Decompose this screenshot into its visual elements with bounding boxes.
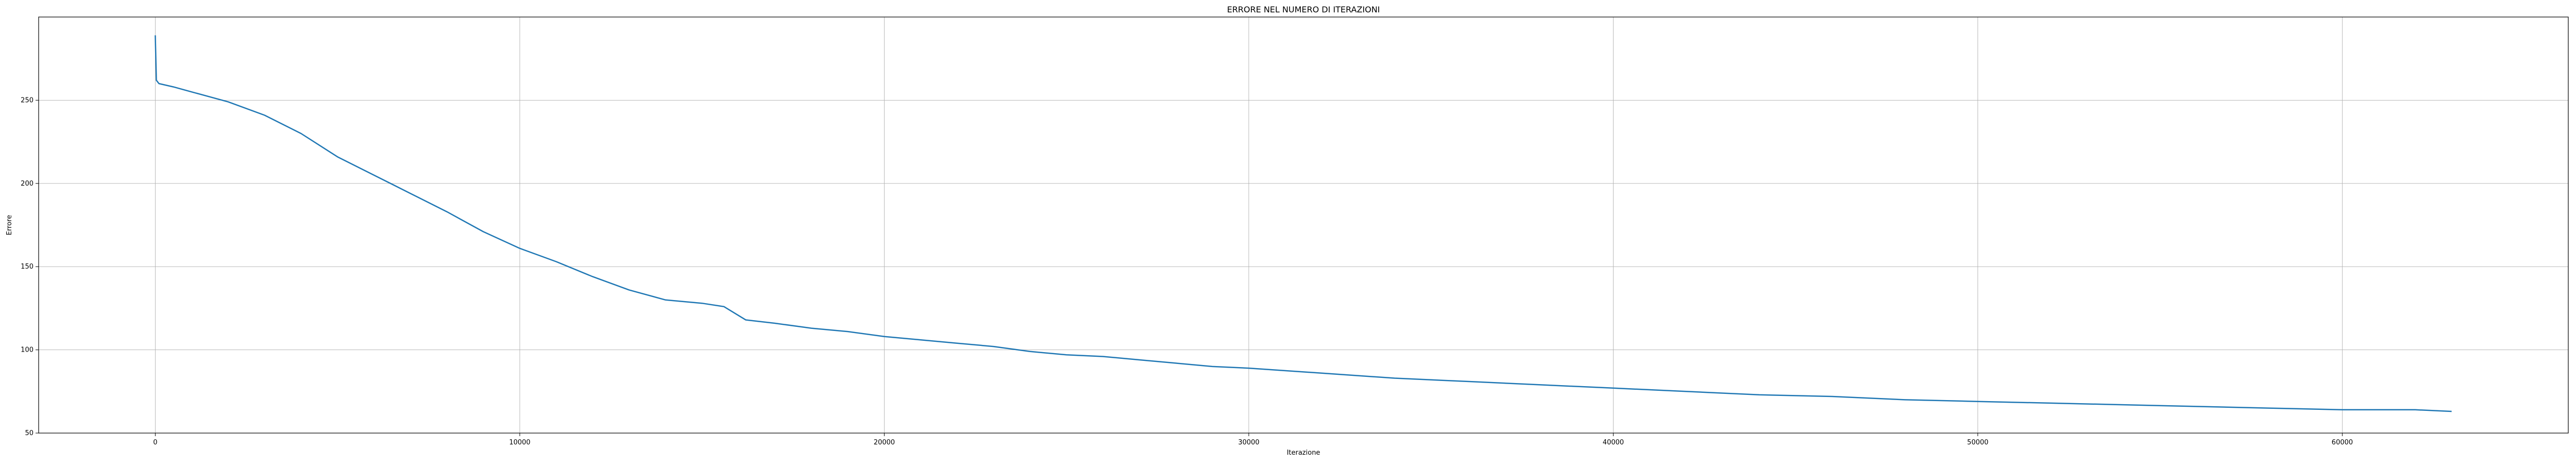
y-tick-label: 250 bbox=[21, 96, 33, 104]
series-layer bbox=[155, 35, 2452, 412]
chart-title: ERRORE NEL NUMERO DI ITERAZIONI bbox=[1227, 5, 1380, 14]
x-tick-label: 10000 bbox=[509, 439, 530, 446]
x-tick-label: 0 bbox=[153, 439, 157, 446]
grid bbox=[39, 17, 2568, 434]
x-tick-label: 30000 bbox=[1238, 439, 1259, 446]
x-tick-label: 20000 bbox=[874, 439, 895, 446]
y-tick-label: 100 bbox=[21, 346, 33, 354]
y-tick-label: 150 bbox=[21, 263, 33, 271]
y-axis-label: Errore bbox=[6, 215, 13, 235]
plot-frame bbox=[38, 16, 2569, 434]
y-axis: 50 100 150 200 250 bbox=[21, 96, 39, 437]
series-line bbox=[155, 35, 2452, 412]
x-tick-label: 60000 bbox=[2332, 439, 2353, 446]
x-tick-label: 40000 bbox=[1603, 439, 1624, 446]
x-tick-label: 50000 bbox=[1967, 439, 1988, 446]
x-axis: 0 10000 20000 30000 40000 50000 60000 bbox=[153, 433, 2353, 446]
x-axis-label: Iterazione bbox=[1287, 449, 1320, 457]
y-tick-label: 200 bbox=[21, 180, 33, 188]
y-tick-label: 50 bbox=[25, 429, 33, 437]
